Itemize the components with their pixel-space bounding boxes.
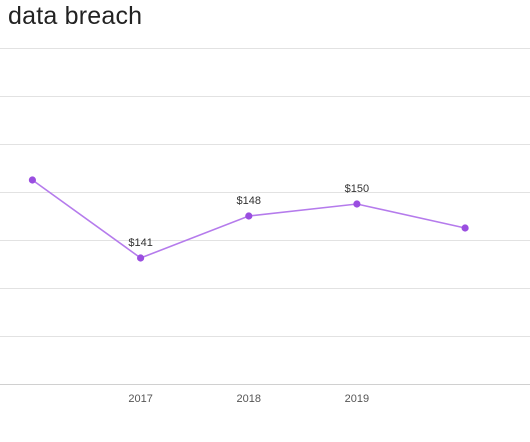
data-point-2016[interactable] bbox=[28, 176, 36, 184]
data-label-2017: $141 bbox=[128, 237, 152, 249]
data-point-2019[interactable] bbox=[353, 200, 361, 208]
data-labels: $141 $148 $150 bbox=[128, 183, 369, 249]
data-label-2019: $150 bbox=[345, 183, 369, 195]
markers bbox=[28, 176, 469, 262]
x-tick-label-2019: 2019 bbox=[345, 393, 369, 405]
chart-title: data breach bbox=[8, 2, 143, 30]
grid-lines bbox=[0, 48, 530, 337]
x-tick-label-2017: 2017 bbox=[128, 393, 152, 405]
x-tick-label-2018: 2018 bbox=[237, 393, 261, 405]
x-tick-labels: 2017 2018 2019 bbox=[128, 393, 369, 405]
data-label-2018: $148 bbox=[237, 195, 261, 207]
data-point-2017[interactable] bbox=[137, 254, 145, 262]
data-point-2020[interactable] bbox=[461, 224, 469, 232]
data-point-2018[interactable] bbox=[245, 212, 253, 220]
